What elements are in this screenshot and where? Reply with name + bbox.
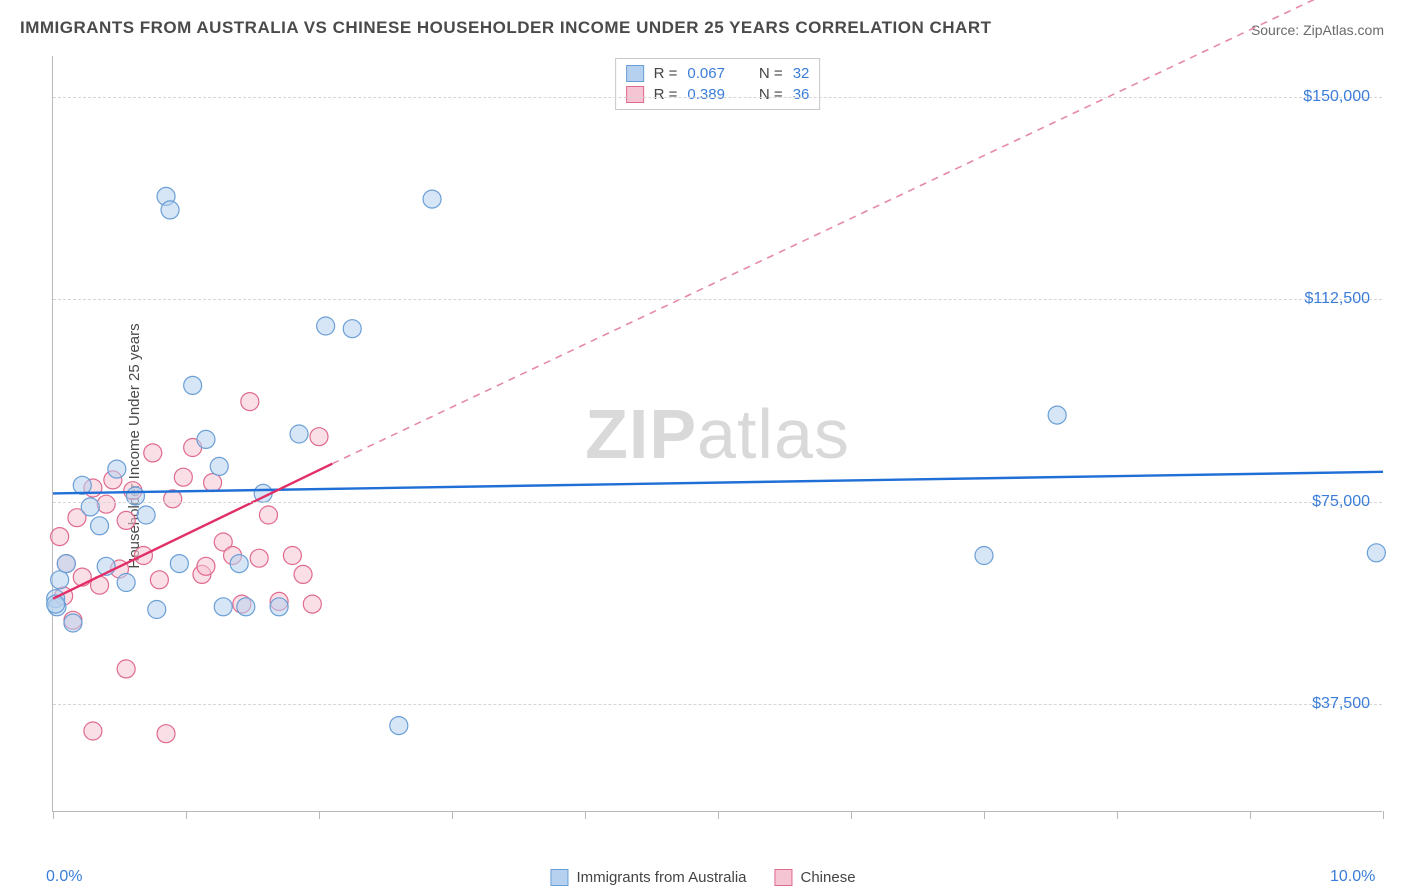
x-tick: [718, 811, 719, 819]
legend-series-label: Chinese: [801, 869, 856, 886]
legend-n-label: N =: [759, 86, 783, 103]
legend-correlation: R = 0.067 N = 32 R = 0.389 N = 36: [615, 58, 821, 110]
legend-r-label: R =: [654, 65, 678, 82]
legend-swatch: [550, 869, 568, 886]
chinese-point: [117, 511, 135, 529]
chinese-point: [259, 506, 277, 524]
chinese-point: [84, 722, 102, 740]
chinese-trendline-ext: [332, 0, 1383, 464]
australia-point: [117, 574, 135, 592]
y-tick-label: $37,500: [1312, 695, 1370, 713]
x-tick-label: 0.0%: [46, 868, 82, 886]
legend-r-label: R =: [654, 86, 678, 103]
australia-point: [390, 717, 408, 735]
australia-point: [317, 317, 335, 335]
legend-r-value: 0.389: [687, 86, 725, 103]
chinese-point: [174, 468, 192, 486]
australia-point: [137, 506, 155, 524]
x-tick: [585, 811, 586, 819]
x-tick: [1383, 811, 1384, 819]
chinese-point: [150, 571, 168, 589]
y-tick-label: $150,000: [1303, 88, 1370, 106]
australia-trendline: [53, 472, 1383, 494]
chinese-point: [303, 595, 321, 613]
y-tick-label: $75,000: [1312, 493, 1370, 511]
chart-title: IMMIGRANTS FROM AUSTRALIA VS CHINESE HOU…: [20, 18, 992, 38]
australia-point: [148, 601, 166, 619]
australia-point: [51, 571, 69, 589]
legend-n-value: 32: [793, 65, 810, 82]
x-tick: [452, 811, 453, 819]
chinese-point: [144, 444, 162, 462]
legend-swatch: [626, 65, 644, 82]
gridline: [53, 704, 1382, 705]
australia-point: [423, 190, 441, 208]
legend-n-value: 36: [793, 86, 810, 103]
gridline: [53, 97, 1382, 98]
australia-point: [64, 614, 82, 632]
australia-point: [57, 555, 75, 573]
legend-n-label: N =: [759, 65, 783, 82]
australia-point: [975, 547, 993, 565]
legend-swatch: [775, 869, 793, 886]
chinese-point: [157, 725, 175, 743]
legend-swatch: [626, 86, 644, 103]
australia-point: [197, 430, 215, 448]
chinese-point: [294, 565, 312, 583]
chart-svg: [53, 56, 1382, 811]
legend-series: Immigrants from Australia Chinese: [550, 869, 855, 886]
chinese-point: [97, 495, 115, 513]
x-tick: [1250, 811, 1251, 819]
australia-point: [108, 460, 126, 478]
legend-r-value: 0.067: [687, 65, 725, 82]
x-tick: [851, 811, 852, 819]
x-tick: [53, 811, 54, 819]
australia-point: [184, 376, 202, 394]
gridline: [53, 502, 1382, 503]
australia-point: [343, 320, 361, 338]
australia-point: [270, 598, 288, 616]
chinese-point: [197, 557, 215, 575]
x-tick: [984, 811, 985, 819]
australia-point: [161, 201, 179, 219]
x-tick: [1117, 811, 1118, 819]
australia-point: [210, 457, 228, 475]
chinese-point: [117, 660, 135, 678]
legend-correlation-row: R = 0.389 N = 36: [626, 84, 810, 105]
chinese-point: [283, 547, 301, 565]
australia-point: [91, 517, 109, 535]
x-tick: [319, 811, 320, 819]
australia-point: [1367, 544, 1385, 562]
legend-series-item: Immigrants from Australia: [550, 869, 746, 886]
source-label: Source: ZipAtlas.com: [1251, 22, 1384, 38]
chinese-point: [51, 528, 69, 546]
chinese-point: [204, 474, 222, 492]
legend-series-label: Immigrants from Australia: [576, 869, 746, 886]
chinese-point: [310, 428, 328, 446]
gridline: [53, 299, 1382, 300]
australia-point: [230, 555, 248, 573]
australia-point: [170, 555, 188, 573]
y-tick-label: $112,500: [1304, 290, 1370, 308]
australia-point: [214, 598, 232, 616]
plot-area: ZIPatlas R =0.067N =32R =0.389N =36 $37,…: [52, 56, 1382, 812]
australia-point: [290, 425, 308, 443]
australia-point: [73, 476, 91, 494]
australia-point: [1048, 406, 1066, 424]
legend-correlation-row: R = 0.067 N = 32: [626, 63, 810, 84]
chinese-point: [250, 549, 268, 567]
chinese-point: [241, 393, 259, 411]
australia-point: [237, 598, 255, 616]
x-tick-label: 10.0%: [1330, 868, 1375, 886]
legend-series-item: Chinese: [775, 869, 856, 886]
x-tick: [186, 811, 187, 819]
